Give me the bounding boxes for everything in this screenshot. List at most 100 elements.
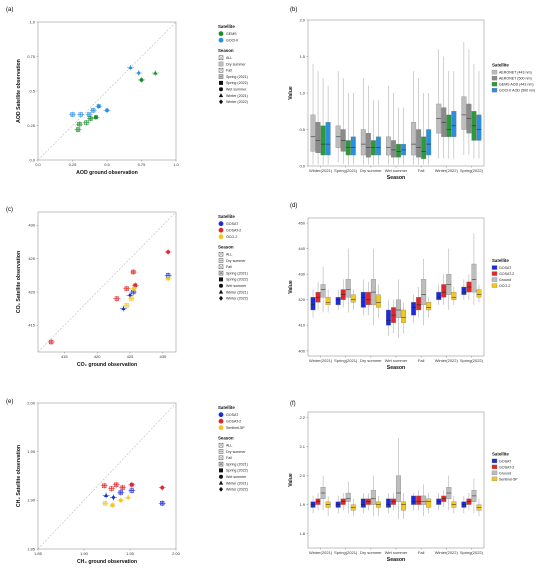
legend-swatch [218, 412, 224, 418]
y-tick-label: 1.95 [27, 449, 36, 454]
y-tick-label: 0.0 [299, 163, 305, 168]
data-point [96, 104, 101, 109]
panel-label: (c) [6, 207, 13, 213]
legend-season-marker [218, 55, 224, 60]
box [451, 111, 457, 137]
legend-season-label: ALL [226, 253, 232, 257]
x-axis-label: Season [387, 365, 405, 371]
data-point-d2 [124, 303, 129, 308]
legend-season-marker-d2 [218, 68, 224, 73]
data-point [124, 286, 129, 291]
legend-swatch [491, 75, 498, 81]
data-point [120, 485, 125, 490]
legend-title-season: Season [218, 245, 234, 250]
box [360, 129, 366, 156]
x-axis-label: Season [387, 175, 405, 181]
legend-season-marker-frame [218, 264, 224, 270]
legend-label: GOCI-II [226, 39, 238, 43]
box [426, 129, 432, 156]
legend-season-label: Fall [226, 69, 232, 73]
legend-label: AERONET (500 nm) [499, 77, 532, 81]
panel-1-boxplot: 0.0 0.5 1.0 1.5 2.0 Winter(2021) Spring(2021) D… [288, 17, 535, 181]
legend-label: Sentinel-5P [499, 478, 518, 482]
box [416, 297, 422, 311]
panel-label: (f) [290, 401, 296, 407]
x-tick-label: Spring(2022) [460, 168, 484, 173]
legend-season-marker [219, 87, 223, 92]
legend-label: OCO-2 [499, 284, 510, 288]
legend-swatch [218, 221, 224, 227]
y-tick-label: 450 [298, 221, 305, 226]
legend-season-label: Spring (2021) [226, 462, 248, 466]
box [385, 309, 391, 326]
legend-label: GOSAT [499, 266, 512, 270]
x-tick-label: Winter(2022) [435, 168, 459, 173]
identity-line [37, 402, 177, 550]
box [370, 489, 376, 505]
legend-season-label: Wet summer [226, 284, 247, 288]
legend-swatch [218, 37, 224, 43]
legend-season-marker [218, 455, 224, 461]
legend-swatch [491, 458, 498, 464]
legend-label: GEMS AOD (443 nm) [499, 83, 534, 87]
legend-season-label: Dry summer [226, 450, 246, 454]
box [385, 136, 391, 156]
data-point [109, 486, 114, 491]
y-tick-label: 1.8 [299, 531, 305, 536]
box [365, 132, 371, 158]
data-point-d2 [49, 339, 54, 345]
box [471, 263, 477, 293]
box [350, 136, 356, 156]
y-tick-label: 400 [298, 348, 305, 353]
y-tick-label: 0.25 [27, 123, 36, 128]
legend-season-label: Winter (2021) [226, 94, 248, 98]
data-point-d2 [131, 289, 136, 295]
box [461, 286, 467, 295]
legend-swatch [491, 476, 498, 482]
y-tick-label: 2.0 [299, 473, 305, 478]
x-tick-label: 1.0 [173, 162, 179, 167]
identity-line [37, 21, 177, 161]
data-point [48, 339, 54, 345]
legend-swatch [491, 265, 498, 270]
box [446, 114, 452, 137]
legend-swatch [218, 418, 224, 424]
y-axis-label: CO₂ Satellite observation [16, 251, 22, 313]
box [350, 294, 356, 303]
data-point [133, 283, 138, 288]
data-point [91, 108, 96, 113]
legend-swatch [491, 470, 498, 476]
data-point-d2 [124, 286, 129, 291]
panel-2-scatter: 415 420 425 430 415 420 425 430 CO₂ ground obser… [16, 211, 248, 368]
y-tick-label: 420 [28, 289, 35, 294]
legend-season-marker [218, 61, 224, 67]
y-tick-label: 440 [298, 246, 305, 251]
legend-season-marker [218, 442, 224, 448]
legend-label: GOSAT [499, 460, 512, 464]
legend-season-label: ALL [226, 444, 232, 448]
box [436, 291, 442, 300]
box [325, 122, 331, 156]
legend-swatch [491, 271, 498, 276]
data-point-d2 [75, 127, 81, 132]
data-point [86, 112, 92, 117]
box [426, 302, 432, 311]
data-point [129, 488, 134, 493]
box [401, 143, 407, 156]
data-point [110, 503, 115, 508]
x-tick-label: 2.00 [172, 551, 181, 556]
data-point [75, 127, 81, 132]
box [345, 492, 351, 502]
data-point [166, 250, 171, 254]
data-point [84, 120, 89, 125]
box [396, 299, 401, 318]
legend-season-marker [219, 80, 223, 85]
panel-4-scatter: 1.85 1.90 1.95 2.00 1.85 1.90 1.95 2.00 CH₄ grou… [16, 400, 248, 565]
x-tick-label: 425 [127, 354, 134, 359]
y-axis-label: CH₄ Satellite observation [16, 445, 22, 507]
legend-season-marker-d2 [218, 252, 224, 257]
data-point-d2 [114, 482, 119, 487]
y-tick-label: 2.0 [299, 17, 305, 22]
panel-5-boxplot: 1.8 1.9 2.0 2.1 2.2 Winter(2021) Spring(2021) D… [288, 411, 518, 563]
